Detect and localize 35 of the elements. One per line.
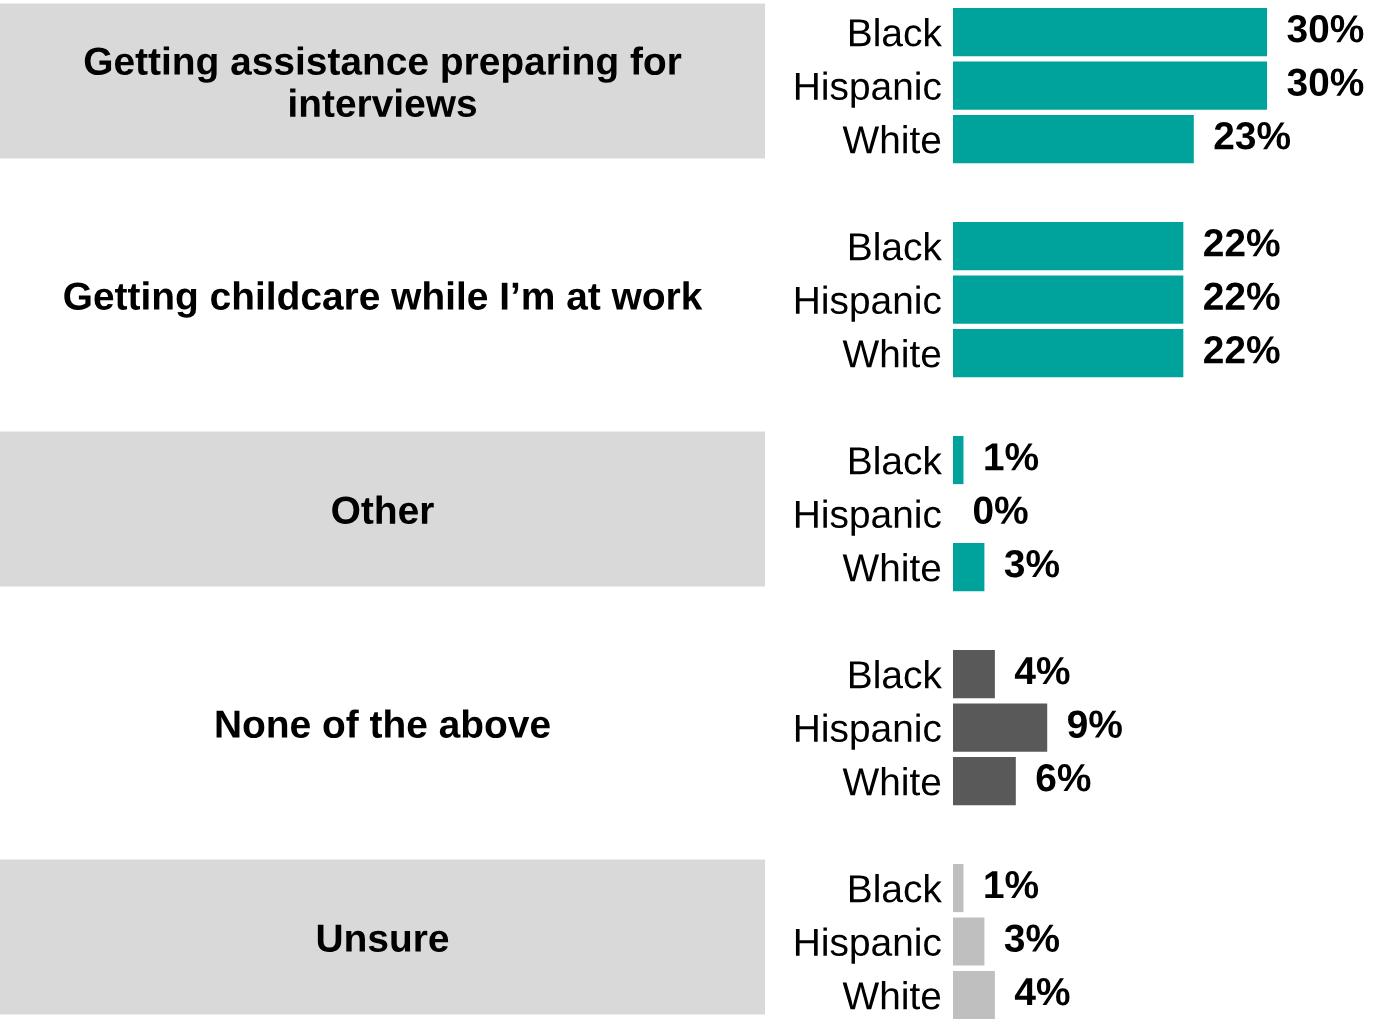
text: None of the above [216, 709, 550, 738]
y-tick-label: Hispanic [795, 285, 941, 322]
y-tick-label: White [842, 766, 941, 796]
y-tick-label: Hispanic [795, 713, 941, 750]
y-tick-label: Black [849, 873, 942, 903]
text: Getting childcare while I’m at work [64, 281, 703, 318]
y-tick-label: Black [849, 445, 942, 475]
data-label: 9% [1068, 710, 1122, 738]
data-label: 23% [1214, 121, 1291, 150]
data-label: 22% [1204, 282, 1280, 310]
data-label: 22% [1204, 335, 1280, 364]
y-tick-label: White [842, 552, 941, 582]
y-tick-label: Black [849, 18, 942, 47]
y-tick-label: Black [849, 231, 942, 261]
y-tick-label: Hispanic [795, 71, 941, 108]
data-label: 22% [1204, 228, 1280, 257]
data-label: 4% [1014, 978, 1070, 1006]
text: Unsure [317, 924, 449, 952]
y-tick-label: Hispanic [795, 499, 941, 536]
data-label: 30% [1287, 15, 1364, 43]
y-tick-label: White [842, 980, 941, 1010]
y-tick-label: White [842, 125, 941, 154]
data-label: 1% [985, 443, 1039, 471]
data-label: 30% [1287, 68, 1364, 97]
data-label: 6% [1036, 763, 1091, 792]
text: Other [332, 495, 434, 525]
y-tick-label: Black [849, 659, 942, 689]
y-tick-label: Hispanic [795, 927, 941, 964]
y-tick-label: White [842, 338, 941, 368]
data-label: 4% [1014, 657, 1070, 685]
data-label: 0% [973, 496, 1028, 525]
data-label: 3% [1004, 549, 1060, 578]
text: Getting assistance preparing for interviews [84, 46, 682, 118]
data-label: 1% [985, 871, 1039, 899]
data-label: 3% [1004, 924, 1060, 953]
